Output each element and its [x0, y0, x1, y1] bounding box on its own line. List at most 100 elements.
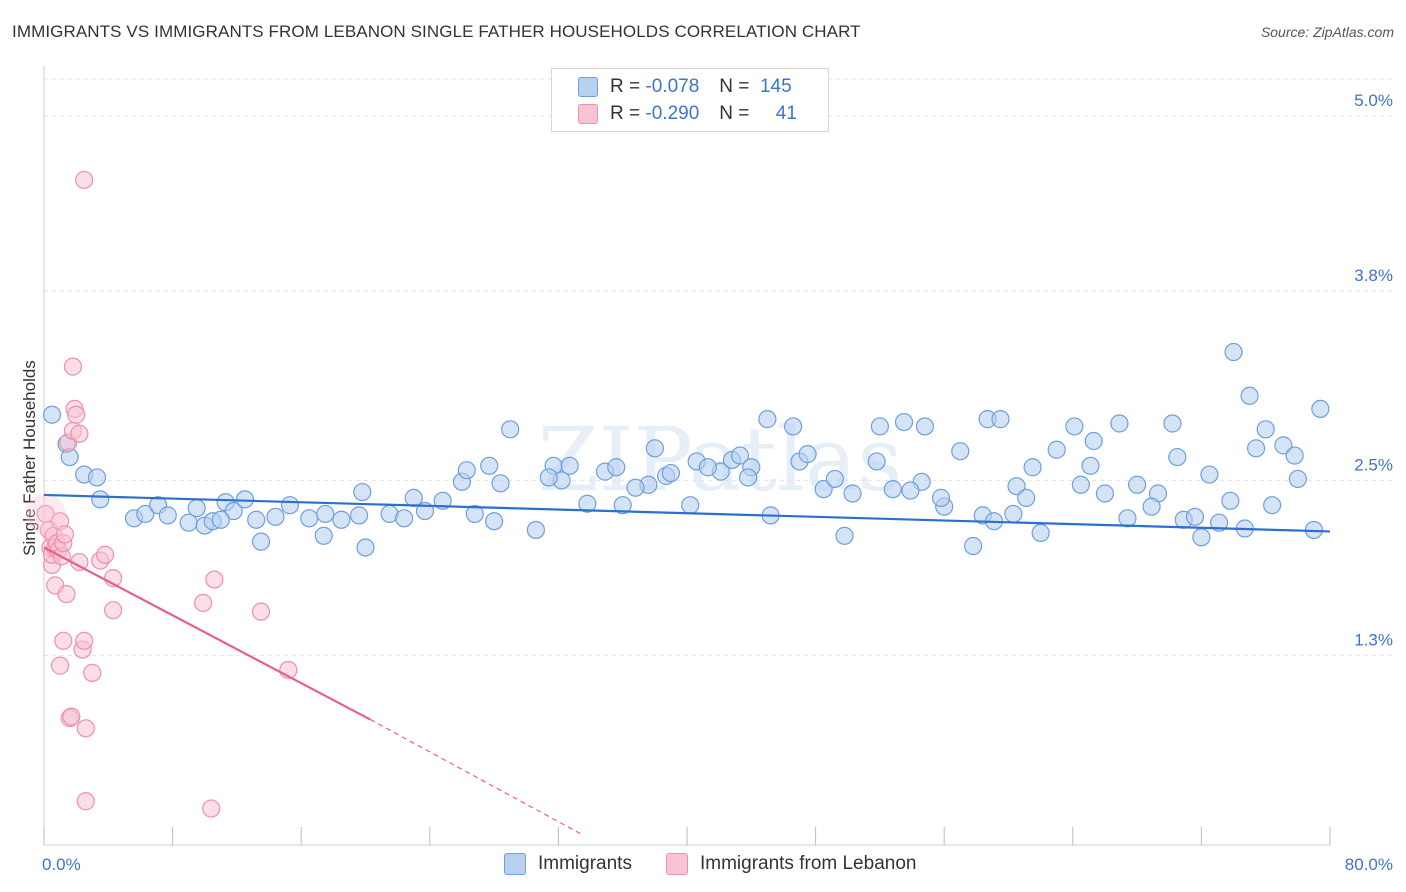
lebanon-trendline: [43, 546, 371, 721]
y-tick-label: 1.3%: [1354, 630, 1393, 649]
series-label: Immigrants: [538, 853, 632, 874]
lebanon-point: [62, 707, 81, 726]
y-tick-label: 3.8%: [1354, 266, 1393, 285]
legend-r-label: R =: [610, 103, 641, 124]
immigrants-point: [835, 526, 854, 545]
immigrants-point: [1065, 417, 1084, 436]
pink-swatch: [578, 104, 598, 124]
immigrants-point: [698, 458, 717, 477]
immigrants-point: [1288, 469, 1307, 489]
x-tick-label-max: 80.0%: [1345, 855, 1393, 874]
immigrants-point: [457, 461, 476, 480]
immigrants-point: [465, 504, 484, 524]
immigrants-point: [814, 480, 833, 499]
immigrants-point: [758, 410, 777, 429]
immigrants-point: [1256, 420, 1275, 439]
immigrants-point: [1246, 439, 1266, 458]
immigrants-point: [1110, 414, 1129, 433]
immigrants-point: [235, 490, 255, 509]
correlation-legend: R = -0.078 N = 145 R = -0.290 N = 41: [551, 68, 829, 132]
immigrants-point: [404, 488, 423, 507]
lebanon-point: [70, 424, 89, 443]
immigrants-point: [951, 442, 970, 461]
legend-row-lebanon: R = -0.290 N = 41: [552, 101, 797, 127]
immigrants-point: [613, 496, 632, 515]
immigrants-point: [224, 501, 243, 521]
immigrants-point: [730, 446, 750, 465]
series-legend-immigrants: Immigrants: [504, 853, 632, 875]
immigrants-point: [300, 509, 319, 528]
legend-n-value: 41: [775, 103, 797, 124]
immigrants-point: [1274, 436, 1293, 455]
immigrants-point: [1017, 488, 1036, 507]
immigrants-point: [1047, 440, 1066, 459]
blue-swatch: [504, 853, 526, 875]
lebanon-point: [202, 799, 221, 818]
immigrants-point: [1004, 504, 1023, 524]
immigrants-point: [738, 468, 758, 487]
immigrants-point: [1285, 446, 1304, 465]
immigrants-point: [1224, 342, 1243, 362]
immigrants-point: [1095, 484, 1115, 503]
lebanon-point: [54, 631, 73, 650]
y-tick-label: 5.0%: [1354, 91, 1393, 110]
immigrants-point: [491, 474, 510, 493]
immigrants-point: [353, 482, 372, 502]
lebanon-point: [104, 601, 123, 620]
immigrants-point: [136, 504, 155, 524]
series-legend-lebanon: Immigrants from Lebanon: [665, 853, 916, 875]
immigrants-point: [578, 494, 597, 513]
immigrants-point: [798, 445, 817, 464]
immigrants-point: [356, 538, 375, 557]
immigrants-point: [607, 458, 626, 477]
immigrants-point: [626, 478, 645, 497]
pink-swatch: [665, 853, 688, 875]
immigrants-point: [314, 526, 333, 545]
y-tick-label: 2.5%: [1354, 455, 1393, 474]
immigrants-point: [931, 488, 951, 507]
immigrants-point: [187, 498, 206, 518]
lebanon-point: [83, 663, 102, 682]
lebanon-cluster-point: [25, 493, 66, 534]
immigrants-point: [915, 417, 935, 436]
immigrants-point: [1071, 475, 1090, 494]
immigrants-point: [480, 456, 499, 475]
immigrants-point: [1127, 475, 1147, 494]
immigrants-point: [1311, 399, 1330, 419]
lebanon-point: [75, 170, 94, 190]
lebanon-point: [251, 602, 271, 621]
immigrants-point: [266, 507, 285, 526]
immigrants-point: [1192, 528, 1211, 547]
legend-n-value: 145: [759, 76, 792, 97]
source-note: Source: ZipAtlas.com: [1260, 24, 1394, 40]
immigrants-point: [883, 480, 902, 499]
series-legend: Immigrants Immigrants from Lebanon: [504, 852, 950, 876]
immigrants-point: [1168, 447, 1187, 467]
immigrants-point: [91, 490, 110, 509]
immigrants-point: [87, 468, 107, 487]
immigrants-point: [251, 532, 271, 551]
lebanon-point: [55, 525, 74, 544]
legend-n-label: N =: [719, 76, 750, 97]
immigrants-point: [280, 496, 300, 515]
immigrants-point: [681, 496, 700, 515]
immigrants-point: [42, 405, 62, 424]
immigrants-point: [1185, 507, 1205, 526]
immigrants-point: [1081, 456, 1100, 475]
immigrants-point: [1031, 523, 1050, 542]
immigrants-point: [158, 506, 177, 525]
immigrants-point: [783, 417, 803, 436]
immigrants-point: [661, 463, 681, 483]
immigrants-point: [867, 452, 886, 471]
legend-r-label: R =: [610, 76, 641, 97]
immigrants-point: [1023, 458, 1042, 477]
legend-row-immigrants: R = -0.078 N = 145: [552, 74, 792, 100]
immigrants-point: [645, 439, 664, 458]
lebanon-point: [194, 593, 213, 612]
immigrants-point: [539, 468, 558, 487]
lebanon-point: [50, 656, 70, 675]
immigrants-point: [1084, 431, 1103, 451]
immigrants-point: [870, 417, 890, 436]
immigrants-point: [825, 469, 844, 489]
x-tick-label-min: 0.0%: [42, 855, 81, 874]
